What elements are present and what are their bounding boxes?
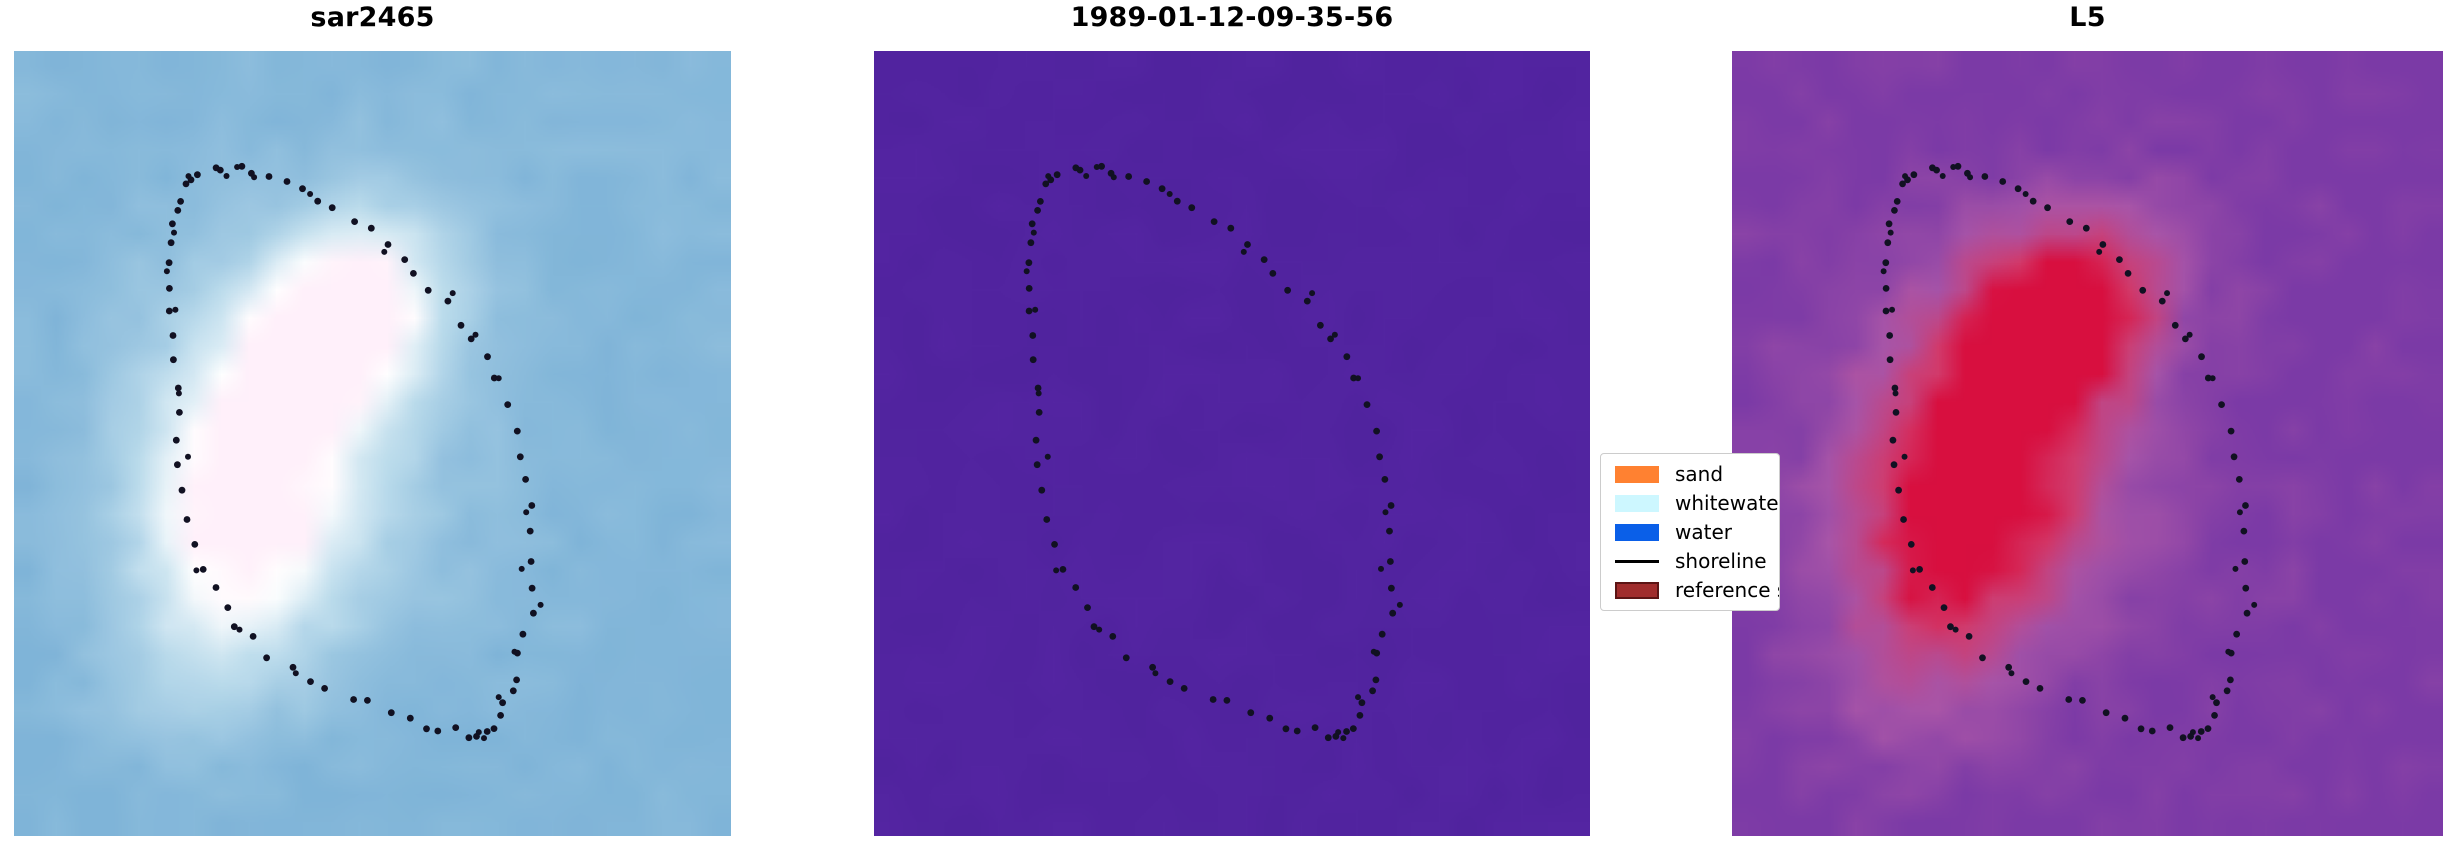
reference-shoreline-swatch-icon bbox=[1615, 581, 1659, 599]
legend-label-reference-shoreline: reference shoreline bbox=[1675, 578, 1779, 602]
legend-label-shoreline: shoreline bbox=[1675, 549, 1767, 573]
legend-item-reference-shoreline: reference shoreline bbox=[1601, 578, 1779, 602]
water-swatch-icon bbox=[1615, 523, 1659, 541]
legend-item-sand: sand bbox=[1601, 462, 1779, 486]
panel-title-date: 1989-01-12-09-35-56 bbox=[1070, 2, 1394, 33]
legend: sand whitewater water shoreline referenc… bbox=[1600, 453, 1780, 611]
legend-label-water: water bbox=[1675, 520, 1732, 544]
l5-shoreline-overlay bbox=[1880, 162, 2258, 742]
panel-sar2465[interactable] bbox=[14, 51, 731, 836]
classified-raster-image bbox=[874, 51, 1590, 836]
panel-l5[interactable] bbox=[1732, 51, 2443, 836]
panel-classified-image[interactable] bbox=[874, 51, 1590, 836]
classified-shoreline-overlay bbox=[1023, 162, 1403, 742]
sar-raster-image bbox=[14, 51, 731, 836]
shoreline-line-icon bbox=[1615, 559, 1659, 563]
panel-title-l5: L5 bbox=[2069, 2, 2106, 33]
legend-label-sand: sand bbox=[1675, 462, 1724, 486]
l5-raster-image bbox=[1732, 51, 2443, 836]
legend-item-shoreline: shoreline bbox=[1601, 549, 1779, 573]
whitewater-swatch-icon bbox=[1615, 494, 1659, 512]
legend-item-whitewater: whitewater bbox=[1601, 491, 1779, 515]
legend-item-water: water bbox=[1601, 520, 1779, 544]
sand-swatch-icon bbox=[1615, 465, 1659, 483]
panel-title-sar: sar2465 bbox=[310, 2, 435, 33]
sar-shoreline-overlay bbox=[163, 162, 544, 742]
legend-label-whitewater: whitewater bbox=[1675, 491, 1780, 515]
